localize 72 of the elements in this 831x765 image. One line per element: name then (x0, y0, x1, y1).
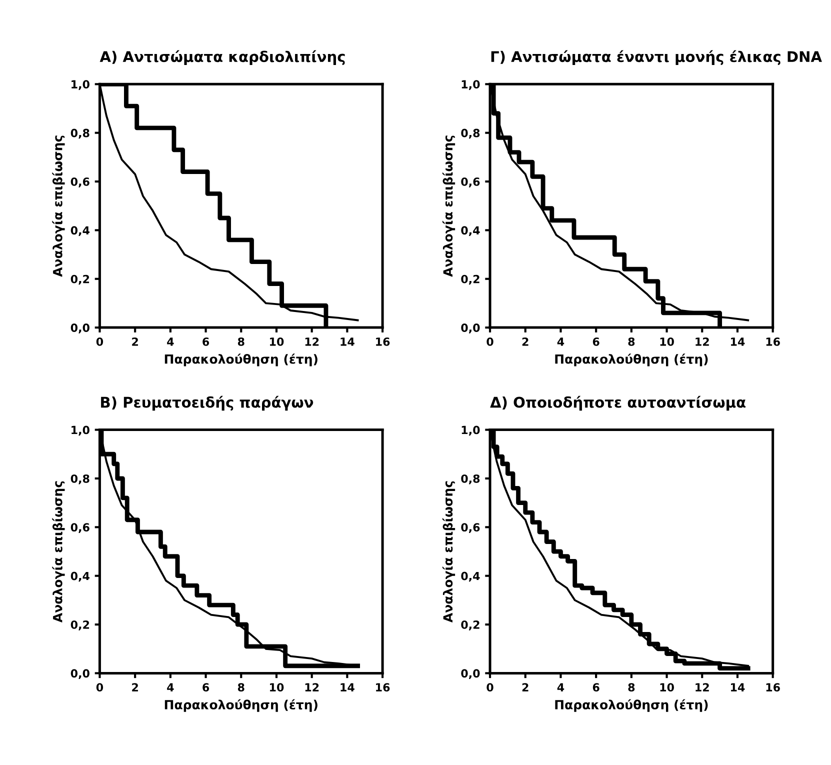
x-tick-label: 4 (557, 338, 564, 346)
x-tick-label: 14 (340, 683, 354, 692)
x-tick-label: 16 (376, 337, 390, 346)
x-axis-title: Παρακολούθηση (έτη) (164, 354, 318, 366)
y-tick-label: 1,0 (462, 426, 480, 436)
x-axis-title: Παρακολούθηση (έτη) (555, 354, 708, 366)
y-tick-label: 0,2 (70, 274, 90, 285)
y-tick-label: 0,0 (70, 669, 90, 679)
x-tick-label: 0 (96, 683, 104, 692)
y-tick-label: 0,8 (70, 474, 90, 484)
chart-title: Δ) Οποιοδήποτε αυτοαντίσωμα (490, 396, 746, 411)
y-axis-title: Αναλογία επιβίωσης (52, 481, 65, 622)
x-tick-label: 6 (592, 683, 600, 692)
x-tick-label: 8 (628, 337, 635, 346)
x-tick-label: 8 (628, 683, 635, 692)
x-tick-label: 4 (557, 683, 564, 692)
x-tick-label: 2 (522, 337, 528, 346)
x-tick-label: 6 (202, 683, 210, 692)
x-tick-label: 10 (270, 683, 284, 692)
y-tick-label: 0,6 (461, 523, 480, 533)
x-tick-label: 12 (305, 337, 319, 346)
x-tick-label: 12 (696, 683, 709, 692)
y-tick-label: 1,0 (462, 80, 480, 90)
x-tick-label: 0 (486, 337, 494, 346)
x-tick-label: 10 (270, 337, 284, 346)
chart-title: B) Ρευματοειδής παράγων (101, 396, 314, 411)
y-tick-label: 0,4 (461, 572, 480, 582)
x-tick-label: 16 (766, 337, 780, 346)
x-tick-label: 2 (522, 683, 528, 692)
y-tick-label: 0,6 (70, 523, 90, 533)
x-tick-label: 12 (305, 683, 319, 692)
y-tick-label: 0,4 (461, 226, 480, 236)
x-tick-label: 0 (96, 337, 104, 346)
y-tick-label: 0,8 (461, 128, 480, 139)
x-tick-label: 6 (202, 337, 210, 346)
x-tick-label: 2 (132, 683, 138, 692)
y-tick-label: 0,4 (70, 226, 90, 236)
y-tick-label: 0,4 (70, 572, 90, 582)
x-tick-label: 14 (731, 338, 745, 346)
y-tick-label: 0,6 (70, 177, 90, 188)
x-tick-label: 4 (167, 683, 174, 692)
y-tick-label: 0,2 (461, 274, 480, 285)
x-tick-label: 8 (238, 683, 244, 692)
chart-title: A) Αντισώματα καρδιολιπίνης (100, 50, 345, 65)
y-tick-label: 0,2 (461, 620, 480, 630)
x-axis-title: Παρακολούθηση (έτη) (164, 699, 318, 712)
y-tick-label: 0,0 (70, 324, 90, 334)
x-tick-label: 16 (376, 683, 390, 692)
y-tick-label: 0,8 (461, 474, 480, 484)
y-axis-title: Αναλογία επιβίωσης (52, 136, 65, 277)
x-tick-label: 4 (167, 338, 174, 346)
y-tick-label: 0,6 (461, 177, 480, 188)
y-tick-label: 0,2 (70, 620, 90, 630)
y-tick-label: 0,8 (70, 128, 90, 139)
x-tick-label: 2 (132, 337, 138, 346)
x-tick-label: 10 (660, 337, 674, 346)
chart-title: Γ) Αντισώματα έναντι μονής έλικας DNA (491, 50, 822, 65)
y-tick-label: 1,0 (72, 80, 90, 90)
x-tick-label: 0 (486, 683, 494, 692)
y-tick-label: 0,0 (461, 669, 480, 679)
x-tick-label: 14 (731, 683, 745, 692)
x-tick-label: 16 (766, 683, 780, 692)
y-tick-label: 0,0 (461, 324, 480, 334)
y-axis-title: Αναλογία επιβίωσης (442, 136, 456, 277)
y-tick-label: 1,0 (72, 426, 90, 436)
x-tick-label: 12 (696, 337, 709, 346)
x-tick-label: 6 (592, 337, 600, 346)
x-tick-label: 10 (660, 683, 674, 692)
x-tick-label: 8 (238, 337, 244, 346)
x-axis-title: Παρακολούθηση (έτη) (555, 699, 708, 712)
x-tick-label: 14 (340, 338, 354, 346)
y-axis-title: Αναλογία επιβίωσης (442, 481, 456, 622)
